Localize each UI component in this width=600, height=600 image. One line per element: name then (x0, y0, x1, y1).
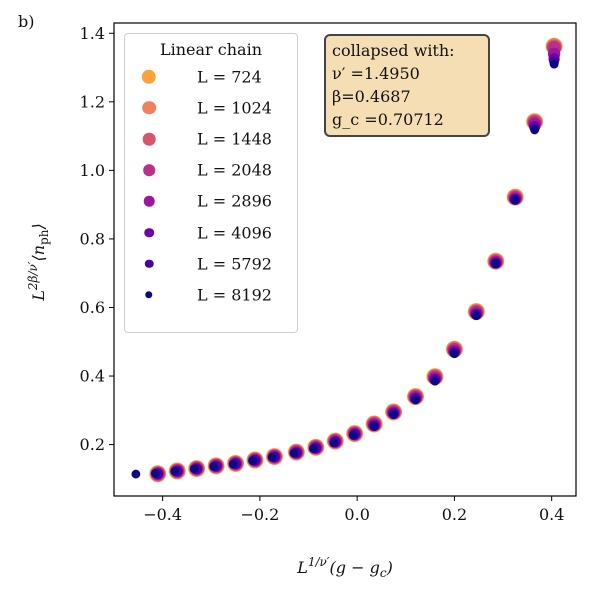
legend-label: L = 1448 (197, 129, 272, 149)
data-points (131, 37, 563, 483)
legend-entry: L = 5792 (125, 248, 297, 279)
legend-marker (144, 259, 154, 268)
data-point-8192 (389, 410, 399, 419)
legend-marker (145, 291, 153, 299)
y-tick-label: 1.2 (80, 92, 105, 111)
data-point-8192 (430, 376, 440, 386)
data-point-8192 (369, 422, 379, 431)
data-point-8192 (308, 444, 318, 454)
legend-entry: L = 2048 (125, 155, 297, 186)
panel-label: b) (18, 12, 35, 31)
data-point-8192 (131, 469, 141, 479)
legend-entry: L = 724 (125, 61, 297, 92)
legend-marker (142, 132, 156, 146)
annotation-line-2: ν′ =1.4950 (332, 64, 420, 83)
data-point-8192 (471, 311, 481, 321)
x-tick-label: 0.2 (442, 505, 467, 524)
legend: Linear chain L = 724 L = 1024 L = 1448 L = … (124, 33, 298, 333)
data-point-8192 (267, 452, 277, 462)
legend-label: L = 8192 (197, 285, 272, 305)
x-tick-label: −0.4 (143, 505, 182, 524)
y-axis-title: L2β/ν′⟨nph⟩ (26, 223, 51, 301)
legend-marker (144, 227, 154, 238)
x-tick-label: 0.0 (344, 505, 369, 524)
annotation-line-4: g_c =0.70712 (332, 110, 444, 129)
annotation-line-3: β=0.4687 (332, 87, 411, 106)
plot-frame (113, 22, 577, 497)
x-tick-label: 0.4 (539, 505, 564, 524)
data-point-8192 (549, 59, 559, 69)
legend-label: L = 2048 (197, 160, 272, 180)
data-point-8192 (189, 464, 199, 474)
data-point-8192 (411, 395, 420, 405)
y-tick-label: 0.6 (80, 298, 105, 317)
legend-marker (143, 196, 155, 207)
legend-label: L = 5792 (197, 254, 272, 274)
data-point-8192 (510, 195, 520, 205)
data-point-8192 (209, 462, 219, 471)
legend-entry: L = 8192 (125, 279, 297, 310)
legend-entry: L = 1448 (125, 123, 297, 154)
legend-marker (142, 100, 156, 115)
legend-entry: L = 2896 (125, 186, 297, 217)
data-point-8192 (289, 448, 299, 458)
data-point-8192 (348, 430, 358, 440)
data-point-8192 (450, 349, 459, 359)
y-tick-label: 0.4 (80, 367, 105, 386)
data-point-8192 (228, 459, 238, 469)
legend-marker (143, 164, 155, 176)
data-point-8192 (170, 466, 180, 476)
x-axis: −0.4 −0.2 0.0 0.2 0.4 (143, 496, 564, 524)
y-axis: 0.2 0.4 0.6 0.8 1.0 1.2 1.4 (80, 24, 114, 454)
y-tick-label: 0.2 (80, 435, 105, 454)
data-point-8192 (491, 259, 501, 269)
data-point-8192 (329, 438, 339, 448)
y-tick-label: 1.0 (80, 161, 105, 180)
data-point-8192 (248, 456, 257, 466)
data-point-8192 (530, 125, 540, 135)
legend-label: L = 4096 (197, 223, 272, 243)
collapse-annotation: collapsed with: ν′ =1.4950 β=0.4687 g_c … (324, 34, 490, 137)
y-tick-label: 1.4 (80, 24, 105, 43)
legend-label: L = 2896 (197, 191, 272, 211)
legend-marker (141, 69, 157, 84)
legend-label: L = 724 (197, 67, 262, 87)
data-point-8192 (150, 468, 160, 478)
x-axis-title: L1/ν′(g − gc) (296, 555, 393, 580)
legend-label: L = 1024 (197, 98, 272, 118)
legend-title: Linear chain (159, 40, 262, 59)
legend-entry: L = 4096 (125, 217, 297, 248)
x-tick-label: −0.2 (240, 505, 279, 524)
annotation-line-1: collapsed with: (332, 41, 455, 60)
legend-entry: L = 1024 (125, 92, 297, 123)
y-tick-label: 0.8 (80, 229, 105, 248)
